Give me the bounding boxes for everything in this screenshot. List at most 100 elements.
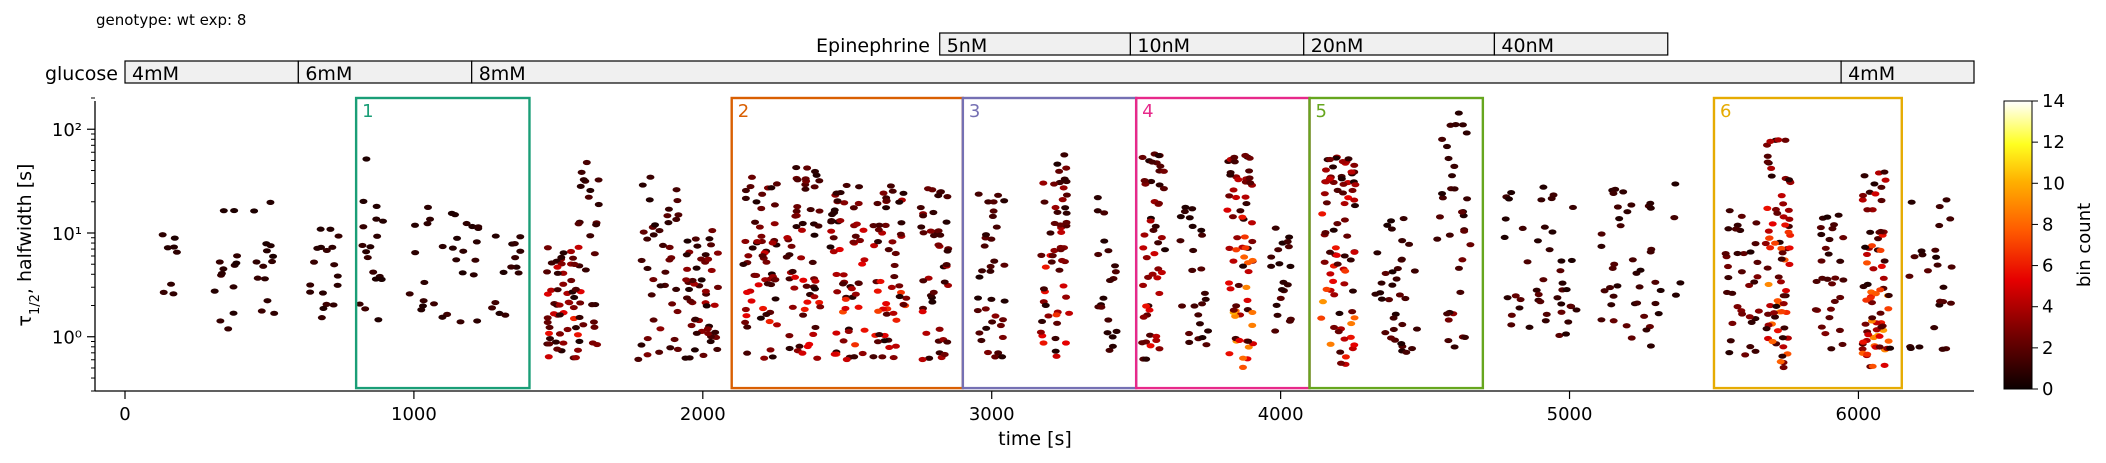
density-cell bbox=[474, 224, 483, 230]
y-label-tau: τ bbox=[14, 315, 36, 326]
density-cell bbox=[1764, 228, 1773, 234]
density-cell bbox=[1267, 254, 1276, 260]
density-cell bbox=[791, 213, 800, 219]
density-cell bbox=[1745, 282, 1754, 289]
density-cell bbox=[1188, 223, 1197, 229]
density-cell bbox=[1106, 277, 1115, 284]
density-cell bbox=[752, 272, 761, 279]
density-cell bbox=[1041, 264, 1050, 270]
density-cell bbox=[882, 198, 891, 204]
density-cell bbox=[1271, 225, 1280, 231]
density-cell bbox=[1825, 315, 1834, 321]
density-cell bbox=[1935, 203, 1944, 210]
density-cell bbox=[219, 208, 228, 214]
density-cell bbox=[1347, 320, 1356, 327]
density-cell bbox=[701, 288, 710, 294]
density-cell bbox=[1039, 340, 1048, 346]
density-cell bbox=[1198, 334, 1207, 341]
density-cell bbox=[1540, 224, 1549, 230]
density-cell bbox=[1910, 254, 1919, 260]
x-ticks: 0 1000 2000 3000 4000 5000 6000 bbox=[119, 391, 1881, 425]
region-box bbox=[354, 96, 531, 390]
density-cell bbox=[1831, 275, 1840, 281]
density-cell bbox=[646, 174, 655, 180]
density-cell bbox=[1320, 259, 1329, 265]
density-cell bbox=[839, 338, 848, 344]
density-cell bbox=[934, 228, 943, 234]
density-cell bbox=[1248, 322, 1257, 328]
density-cell bbox=[895, 199, 904, 205]
density-cell bbox=[593, 341, 602, 348]
density-cell bbox=[1876, 247, 1885, 253]
density-cell bbox=[510, 241, 519, 247]
density-cell bbox=[1381, 330, 1390, 336]
density-cell bbox=[1456, 289, 1465, 295]
density-cell bbox=[1778, 353, 1787, 359]
density-cell bbox=[1285, 234, 1294, 240]
density-cell bbox=[851, 342, 860, 348]
density-cell bbox=[710, 302, 719, 308]
glucose-segment bbox=[471, 60, 1842, 84]
density-cell bbox=[270, 310, 279, 316]
density-cell bbox=[1572, 307, 1581, 313]
density-cell bbox=[1267, 263, 1276, 269]
epinephrine-segment-label: 10nM bbox=[1137, 35, 1190, 57]
density-cell bbox=[1061, 340, 1070, 346]
density-cell bbox=[1444, 155, 1453, 162]
density-cell bbox=[1597, 231, 1606, 237]
density-cell bbox=[1779, 364, 1788, 371]
density-cell bbox=[458, 270, 467, 276]
density-cell bbox=[252, 259, 261, 265]
density-cell bbox=[1397, 256, 1406, 262]
density-cell bbox=[1515, 305, 1524, 311]
density-cell bbox=[808, 259, 817, 266]
density-cell bbox=[798, 350, 807, 356]
density-cell bbox=[1223, 207, 1232, 213]
density-cell bbox=[1240, 234, 1249, 240]
density-cell bbox=[1516, 296, 1525, 303]
density-cell bbox=[582, 159, 591, 166]
density-cell bbox=[815, 208, 824, 214]
density-cell bbox=[974, 295, 983, 301]
density-cell bbox=[1225, 351, 1234, 357]
density-cell bbox=[835, 246, 844, 253]
density-cell bbox=[1245, 175, 1254, 181]
density-cell bbox=[316, 226, 325, 232]
density-cell bbox=[229, 310, 238, 316]
density-cell bbox=[870, 243, 879, 249]
density-cell bbox=[747, 174, 756, 180]
density-cell bbox=[811, 278, 820, 284]
density-cell bbox=[1111, 263, 1120, 269]
density-cell bbox=[1839, 277, 1848, 283]
density-cell bbox=[1065, 310, 1074, 316]
density-cell bbox=[1151, 223, 1160, 229]
density-cell bbox=[333, 282, 342, 288]
density-cell bbox=[1397, 341, 1406, 347]
density-cell bbox=[1871, 291, 1880, 297]
density-cell bbox=[1198, 232, 1207, 238]
density-cell bbox=[892, 317, 901, 323]
density-cell bbox=[664, 220, 673, 226]
density-cell bbox=[874, 308, 883, 314]
density-cell bbox=[571, 325, 580, 331]
density-cell bbox=[1238, 364, 1247, 370]
density-cell bbox=[1745, 314, 1754, 320]
density-cell bbox=[841, 305, 850, 312]
density-cell bbox=[983, 349, 992, 356]
density-cell bbox=[553, 346, 562, 352]
region-label: 1 bbox=[362, 101, 373, 122]
density-cell bbox=[673, 346, 682, 352]
density-cell bbox=[826, 244, 835, 250]
density-cell bbox=[369, 269, 378, 275]
density-cell bbox=[943, 194, 952, 200]
density-cell bbox=[1142, 255, 1151, 261]
density-cell bbox=[1000, 198, 1009, 204]
density-cell bbox=[881, 222, 890, 228]
density-cell bbox=[366, 244, 375, 250]
density-cell bbox=[1750, 279, 1759, 285]
density-cell bbox=[570, 261, 579, 267]
density-cell bbox=[1385, 297, 1394, 303]
density-cell bbox=[1060, 176, 1069, 182]
density-cell bbox=[1052, 312, 1061, 318]
density-cell bbox=[1770, 310, 1779, 316]
